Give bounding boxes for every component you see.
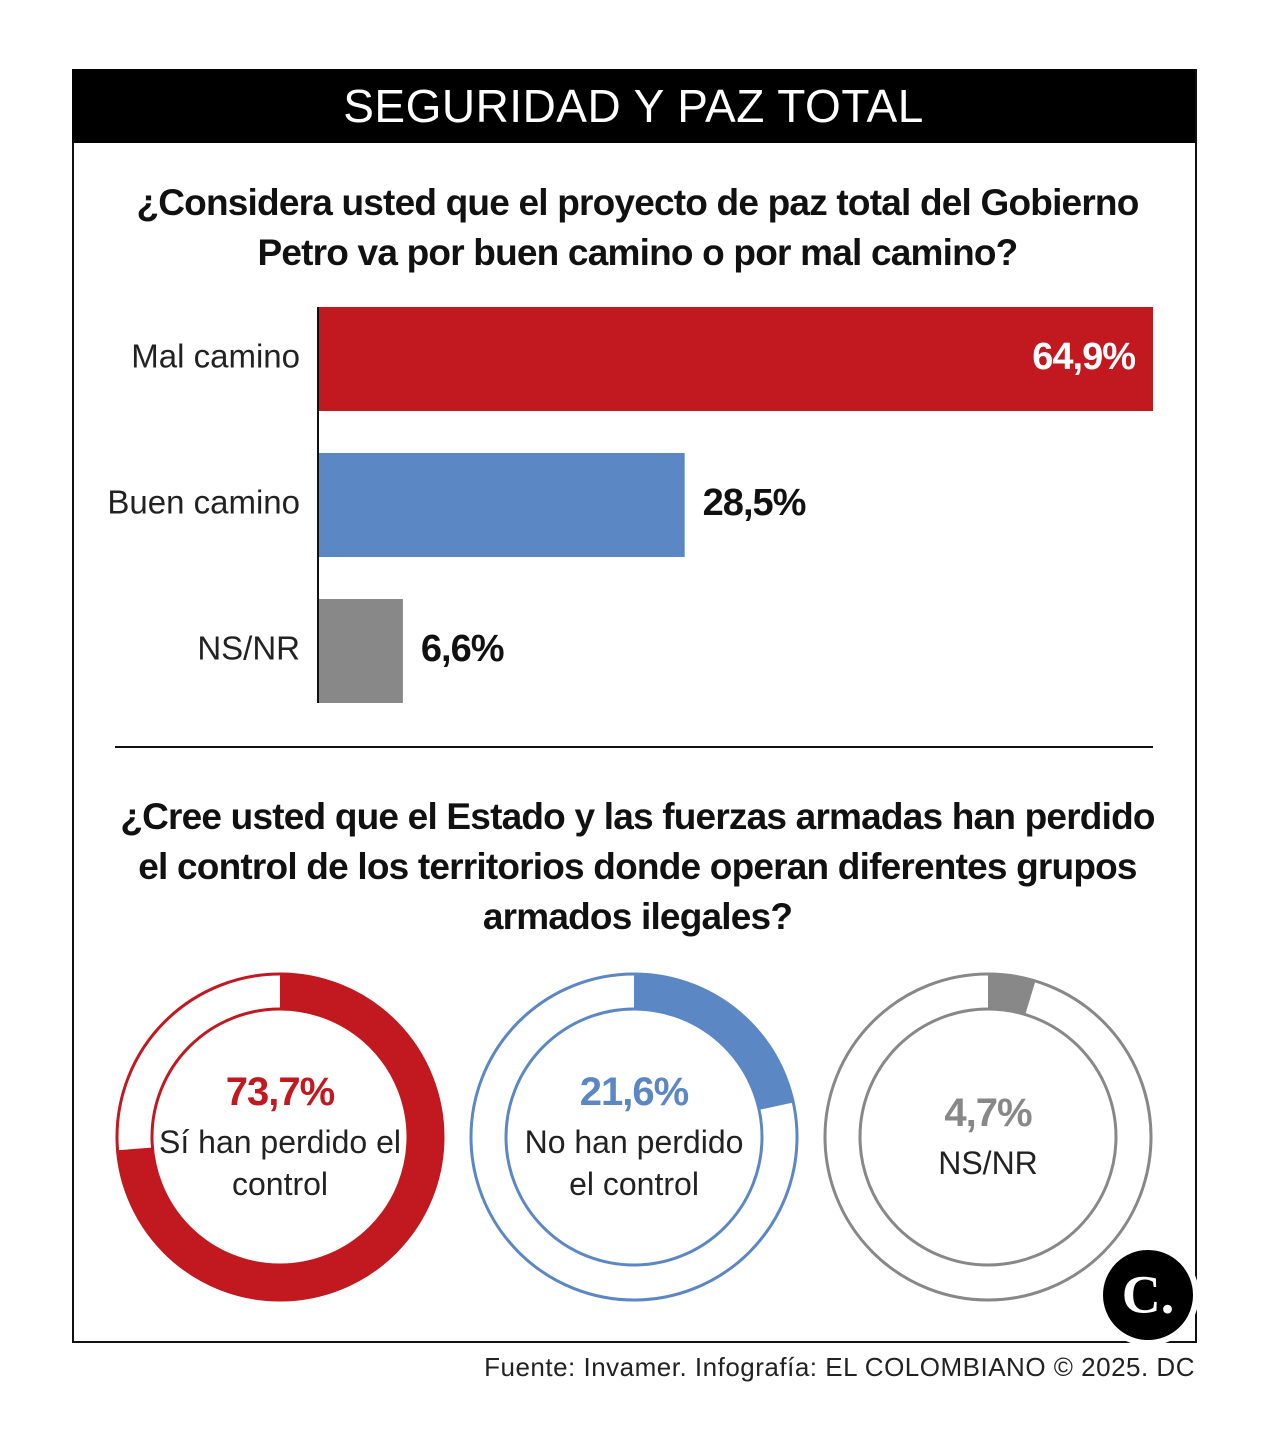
value-label: 4,7% bbox=[944, 1090, 1032, 1135]
logo: C. bbox=[1122, 1264, 1175, 1324]
bar bbox=[318, 453, 685, 557]
donut-arc bbox=[988, 974, 1036, 1015]
category-label: NS/NR bbox=[197, 630, 300, 667]
donut-arc bbox=[634, 974, 794, 1110]
donut-question: ¿Cree usted que el Estado y las fuerzas … bbox=[120, 796, 1155, 937]
source: Fuente: Invamer. Infografía: EL COLOMBIA… bbox=[484, 1352, 1195, 1382]
category-label: Buen camino bbox=[107, 484, 300, 521]
value-label: 28,5% bbox=[703, 482, 806, 524]
bar bbox=[318, 599, 403, 703]
category-label: NS/NR bbox=[938, 1144, 1038, 1181]
value-label: 73,7% bbox=[225, 1069, 335, 1114]
category-label: Sí han perdido el control bbox=[159, 1123, 401, 1202]
donut-label: 73,7% Sí han perdido el control bbox=[155, 1037, 405, 1237]
value-label: 21,6% bbox=[579, 1069, 689, 1114]
category-label: Mal camino bbox=[131, 338, 300, 375]
value-label: 6,6% bbox=[421, 628, 504, 670]
header-title: SEGURIDAD Y PAZ TOTAL bbox=[72, 69, 1195, 143]
category-label: No han perdido el control bbox=[524, 1123, 744, 1202]
donut-label: 4,7% NS/NR bbox=[863, 1037, 1113, 1237]
logo-circle bbox=[1097, 1244, 1199, 1346]
value-label: 64,9% bbox=[1032, 336, 1135, 378]
bar-question: ¿Considera usted que el proyecto de paz … bbox=[136, 182, 1139, 273]
donut-label: 21,6% No han perdido el control bbox=[509, 1037, 759, 1237]
bar bbox=[318, 307, 1153, 411]
